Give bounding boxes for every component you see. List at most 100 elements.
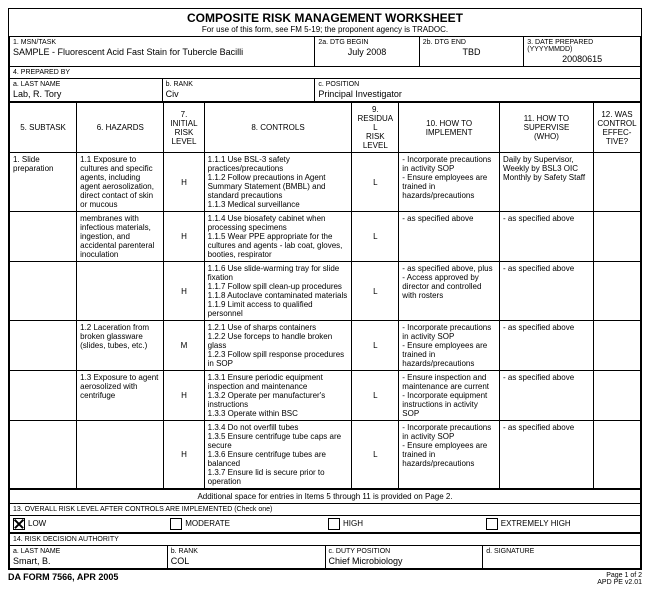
auth-rank-label: b. RANK [171,548,322,555]
auth-duty-value: Chief Microbiology [329,555,480,566]
cell-subtask: 1. Slide preparation [10,153,77,212]
cell-residual-risk: L [352,371,399,421]
col-residual-risk: 9. RESIDUAL RISK LEVEL [352,103,399,153]
checkbox-moderate[interactable] [170,518,182,530]
rank-value: Civ [166,88,312,99]
cell-controls: 1.3.4 Do not overfill tubes 1.3.5 Ensure… [204,421,352,489]
cell-initial-risk: M [164,321,204,371]
position-value: Principal Investigator [318,88,637,99]
cell-residual-risk: L [352,212,399,262]
checkbox-high[interactable] [328,518,340,530]
prep-label: 3. DATE PREPARED (YYYYMMDD) [527,39,637,53]
cell-initial-risk: H [164,371,204,421]
moderate-label: MODERATE [185,519,230,528]
auth-lastname-label: a. LAST NAME [13,548,164,555]
cell-residual-risk: L [352,153,399,212]
prepby-label: 4. PREPARED BY [10,67,641,79]
cell-subtask [10,421,77,489]
cell-supervise: - as specified above [499,421,593,489]
cell-effective [593,321,640,371]
cell-residual-risk: L [352,262,399,321]
cell-implement: - Incorporate precautions in activity SO… [399,153,500,212]
column-headers: 5. SUBTASK 6. HAZARDS 7. INITIAL RISK LE… [10,103,641,153]
auth-sig-label: d. SIGNATURE [486,548,637,555]
form-title: COMPOSITE RISK MANAGEMENT WORKSHEET [9,9,641,25]
cell-implement: - Incorporate precautions in activity SO… [399,421,500,489]
auth-lastname-value: Smart, B. [13,555,164,566]
table-row: 1.2 Laceration from broken glassware (sl… [10,321,641,371]
cell-controls: 1.1.4 Use biosafety cabinet when process… [204,212,352,262]
table-row: 1.3 Exposure to agent aerosolized with c… [10,371,641,421]
cell-supervise: - as specified above [499,321,593,371]
cell-supervise: Daily by Supervisor, Weekly by BSL3 OIC … [499,153,593,212]
cell-implement: - as specified above, plus - Access appr… [399,262,500,321]
section-14: 14. RISK DECISION AUTHORITY a. LAST NAME… [9,533,641,569]
cell-implement: - Ensure inspection and maintenance are … [399,371,500,421]
low-label: LOW [28,519,46,528]
position-label: c. POSITION [318,81,637,88]
form-subtitle: For use of this form, see FM 5-19; the p… [9,25,641,36]
lastname-label: a. LAST NAME [13,81,159,88]
s13-label: 13. OVERALL RISK LEVEL AFTER CONTROLS AR… [10,504,641,516]
table-row: 1. Slide preparation1.1 Exposure to cult… [10,153,641,212]
col-controls: 8. CONTROLS [204,103,352,153]
cell-initial-risk: H [164,262,204,321]
table-row: H1.3.4 Do not overfill tubes 1.3.5 Ensur… [10,421,641,489]
col-hazards: 6. HAZARDS [77,103,164,153]
cell-supervise: - as specified above [499,371,593,421]
checkbox-extreme[interactable] [486,518,498,530]
cell-initial-risk: H [164,212,204,262]
auth-rank-value: COL [171,555,322,566]
cell-implement: - Incorporate precautions in activity SO… [399,321,500,371]
col-subtask: 5. SUBTASK [10,103,77,153]
cell-effective [593,212,640,262]
rank-label: b. RANK [166,81,312,88]
begin-label: 2a. DTG BEGIN [318,39,415,46]
cell-effective [593,262,640,321]
cell-controls: 1.2.1 Use of sharps containers 1.2.2 Use… [204,321,352,371]
lastname-value: Lab, R. Tory [13,88,159,99]
form-number: DA FORM 7566, APR 2005 [8,572,118,586]
table-row: H1.1.6 Use slide-warming tray for slide … [10,262,641,321]
risk-table: 5. SUBTASK 6. HAZARDS 7. INITIAL RISK LE… [9,102,641,489]
begin-value: July 2008 [318,46,415,57]
table-row: membranes with infectious materials, ing… [10,212,641,262]
apd-version: APD PE v2.01 [597,579,642,586]
cell-effective [593,371,640,421]
high-label: HIGH [343,519,363,528]
cell-subtask [10,212,77,262]
cell-hazard: membranes with infectious materials, ing… [77,212,164,262]
auth-duty-label: c. DUTY POSITION [329,548,480,555]
extreme-label: EXTREMELY HIGH [501,519,571,528]
cell-effective [593,421,640,489]
cell-controls: 1.1.6 Use slide-warming tray for slide f… [204,262,352,321]
cell-hazard: 1.2 Laceration from broken glassware (sl… [77,321,164,371]
cell-hazard [77,421,164,489]
cell-controls: 1.3.1 Ensure periodic equipment inspecti… [204,371,352,421]
page-number: Page 1 of 2 [606,572,642,579]
page-footer: DA FORM 7566, APR 2005 Page 1 of 2APD PE… [8,570,642,588]
cell-initial-risk: H [164,153,204,212]
msn-value: SAMPLE - Fluorescent Acid Fast Stain for… [13,46,311,57]
msn-label: 1. MSN/TASK [13,39,311,46]
prep-value: 20080615 [527,53,637,64]
col-implement: 10. HOW TO IMPLEMENT [399,103,500,153]
cell-subtask [10,321,77,371]
col-initial-risk: 7. INITIAL RISK LEVEL [164,103,204,153]
col-supervise: 11. HOW TO SUPERVISE (WHO) [499,103,593,153]
cell-residual-risk: L [352,321,399,371]
cell-supervise: - as specified above [499,212,593,262]
cell-hazard: 1.3 Exposure to agent aerosolized with c… [77,371,164,421]
col-effective: 12. WAS CONTROL EFFEC- TIVE? [593,103,640,153]
checkbox-low[interactable] [13,518,25,530]
end-label: 2b. DTG END [423,39,520,46]
cell-hazard: 1.1 Exposure to cultures and specific ag… [77,153,164,212]
cell-supervise: - as specified above [499,262,593,321]
header-table: 1. MSN/TASKSAMPLE - Fluorescent Acid Fas… [9,36,641,102]
cell-effective [593,153,640,212]
s14-label: 14. RISK DECISION AUTHORITY [10,534,641,546]
cell-subtask [10,262,77,321]
end-value: TBD [423,46,520,57]
cell-implement: - as specified above [399,212,500,262]
cell-hazard [77,262,164,321]
